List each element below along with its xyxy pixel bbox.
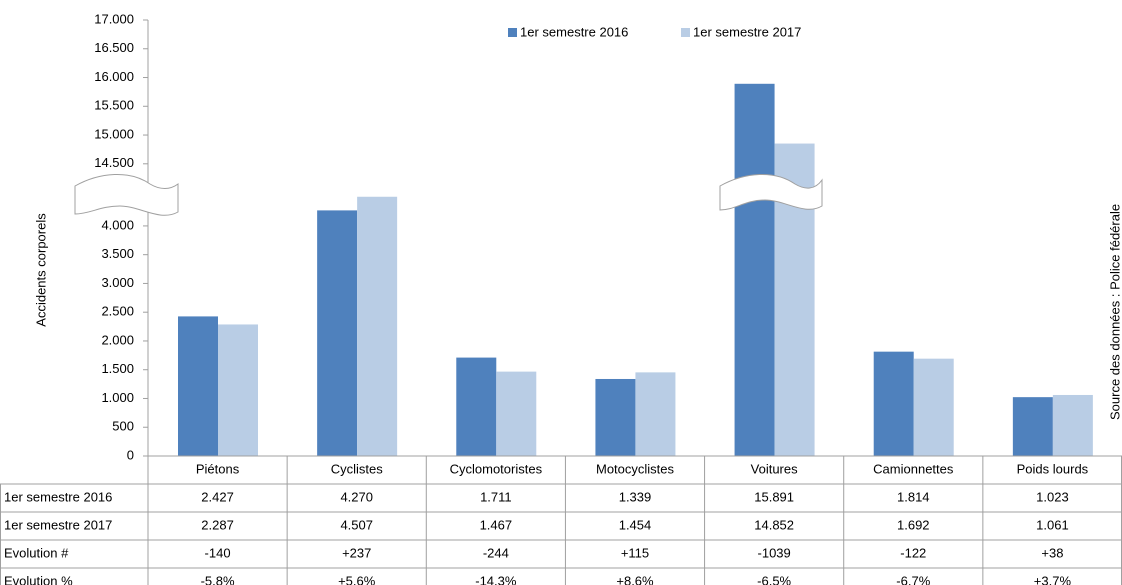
bar	[357, 196, 398, 457]
bar	[635, 372, 676, 456]
bar	[595, 378, 636, 456]
row-label: 1er semestre 2016	[4, 489, 112, 504]
y-tick-label: 14.500	[94, 155, 134, 170]
y-tick-label: 16.000	[94, 69, 134, 84]
table-cell: +8,6%	[616, 573, 654, 585]
legend-label: 1er semestre 2016	[520, 24, 628, 39]
source-note: Source des données : Police fédérale	[1107, 204, 1122, 420]
data-table: Piétons Cyclistes Cyclomotoristes Motocycli…	[0, 455, 1122, 585]
table-cell: 2.287	[201, 517, 234, 532]
bar	[317, 210, 358, 456]
row-label: 1er semestre 2017	[4, 517, 112, 532]
bar	[496, 371, 537, 456]
table-cell: -6,5%	[757, 573, 791, 585]
table-cell: +5,6%	[338, 573, 376, 585]
x-tick-label: Camionnettes	[873, 461, 954, 476]
x-tick-label: Cyclomotoristes	[450, 461, 543, 476]
table-cell: -5,8%	[201, 573, 235, 585]
y-tick-label: 3.000	[101, 275, 134, 290]
table-cell: 1.814	[897, 489, 930, 504]
bar	[1052, 394, 1093, 456]
row-label: Evolution %	[4, 573, 73, 585]
bar	[1012, 397, 1053, 456]
legend-label: 1er semestre 2017	[693, 24, 801, 39]
y-tick-label: 16.500	[94, 40, 134, 55]
x-tick-label: Motocyclistes	[596, 461, 675, 476]
table-cell: -244	[483, 545, 509, 560]
y-tick-label: 1.000	[101, 390, 134, 405]
bar-break	[719, 174, 823, 211]
table-cell: 1.467	[480, 517, 513, 532]
bar	[456, 357, 497, 456]
y-tick-label: 0	[127, 447, 134, 462]
x-tick-label: Poids lourds	[1017, 461, 1089, 476]
bar	[873, 351, 914, 456]
y-tick-label: 2.500	[101, 304, 134, 319]
y-tick-label: 17.000	[94, 11, 134, 26]
y-tick-label: 500	[112, 419, 134, 434]
y-tick-label: 4.000	[101, 217, 134, 232]
table-cell: 4.270	[340, 489, 373, 504]
table-cell: 1.454	[619, 517, 652, 532]
y-tick-label: 1.500	[101, 361, 134, 376]
x-tick-label: Voitures	[751, 461, 798, 476]
table-cell: 1.023	[1036, 489, 1069, 504]
table-cell: 4.507	[340, 517, 373, 532]
x-tick-label: Piétons	[196, 461, 240, 476]
table-cell: 1.339	[619, 489, 652, 504]
y-tick-label: 2.000	[101, 332, 134, 347]
table-cell: 1.692	[897, 517, 930, 532]
bar	[178, 316, 218, 456]
table-cell: 1.711	[480, 489, 512, 504]
table-cell: +115	[621, 545, 649, 560]
table-cell: +38	[1041, 545, 1063, 560]
y-tick-label: 15.000	[94, 126, 134, 141]
table-cell: -14,3%	[475, 573, 517, 585]
bar	[218, 324, 258, 456]
bar	[734, 83, 775, 457]
plot: 0 500 1.000 1.500 2.000 2.500 3.000 3.500 4.000 1…	[94, 11, 1093, 462]
table-cell: +237	[342, 545, 371, 560]
legend-swatch	[508, 28, 517, 37]
table-cell: 2.427	[201, 489, 234, 504]
table-cell: -1039	[758, 545, 791, 560]
table-cell: 1.061	[1036, 517, 1069, 532]
bar	[913, 358, 954, 456]
axis-breaks	[74, 174, 823, 216]
y-tick-label: 15.500	[94, 98, 134, 113]
table-cell: 14.852	[754, 517, 794, 532]
table-cell: -122	[900, 545, 926, 560]
table-cell: +3,7%	[1034, 573, 1072, 585]
legend-swatch	[681, 28, 690, 37]
x-tick-label: Cyclistes	[331, 461, 384, 476]
table-cell: -140	[205, 545, 231, 560]
table-cell: -6,7%	[896, 573, 930, 585]
y-axis-label: Accidents corporels	[33, 213, 48, 327]
axis-break	[74, 174, 179, 216]
row-label: Evolution #	[4, 545, 69, 560]
y-tick-label: 3.500	[101, 246, 134, 261]
table-cell: 15.891	[754, 489, 794, 504]
